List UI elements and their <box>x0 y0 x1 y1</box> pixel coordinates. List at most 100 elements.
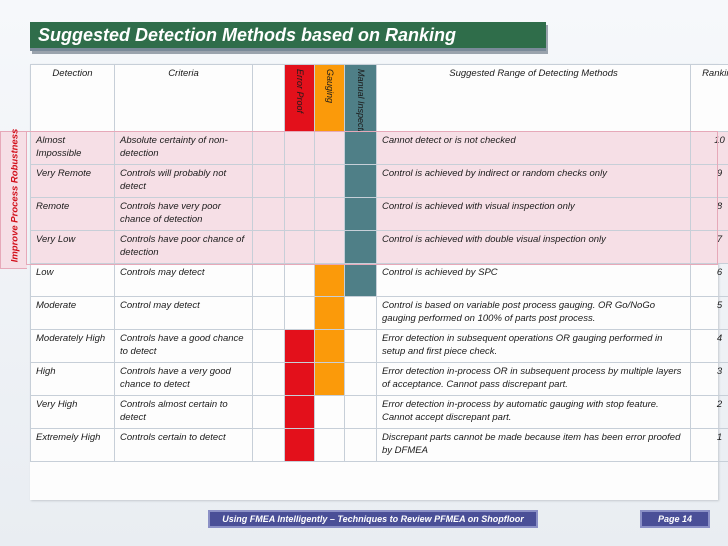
table-row: High Controls have a very good chance to … <box>30 362 728 396</box>
cell-spacer <box>252 395 285 429</box>
cell-detection: Moderate <box>30 296 115 330</box>
cell-gauging <box>314 296 345 330</box>
header-gauging-label: Gauging <box>325 69 335 104</box>
cell-error-proof <box>284 230 315 264</box>
cell-method: Control is achieved by SPC <box>376 263 691 297</box>
cell-error-proof <box>284 164 315 198</box>
cell-gauging <box>314 329 345 363</box>
header-manual-inspection-label: Manual Inspection <box>356 69 366 132</box>
cell-ranking: 10 <box>690 131 728 165</box>
cell-error-proof <box>284 395 315 429</box>
header-ranking: Ranking <box>690 64 728 132</box>
table-row: Almost Impossible Absolute certainty of n… <box>30 131 728 165</box>
cell-spacer <box>252 263 285 297</box>
cell-spacer <box>252 164 285 198</box>
cell-method: Control is achieved with double visual i… <box>376 230 691 264</box>
cell-gauging <box>314 362 345 396</box>
header-criteria: Criteria <box>114 64 253 132</box>
cell-manual-inspection <box>344 164 377 198</box>
header-detection: Detection <box>30 64 115 132</box>
cell-method: Control is based on variable post proces… <box>376 296 691 330</box>
cell-ranking: 2 <box>690 395 728 429</box>
cell-gauging <box>314 164 345 198</box>
cell-spacer <box>252 296 285 330</box>
cell-spacer <box>252 197 285 231</box>
cell-detection: Moderately High <box>30 329 115 363</box>
side-highlight-box <box>0 131 27 269</box>
header-range: Suggested Range of Detecting Methods <box>376 64 691 132</box>
cell-criteria: Controls will probably not detect <box>114 164 253 198</box>
detection-table: Detection Criteria Error Proof Gauging M… <box>30 64 728 462</box>
cell-ranking: 9 <box>690 164 728 198</box>
cell-gauging <box>314 131 345 165</box>
header-spacer <box>252 64 285 132</box>
table-row: Very Low Controls have poor chance of det… <box>30 230 728 264</box>
cell-criteria: Controls certain to detect <box>114 428 253 462</box>
table-row: Moderate Control may detect Control is bas… <box>30 296 728 330</box>
cell-method: Control is achieved with visual inspecti… <box>376 197 691 231</box>
cell-detection: Remote <box>30 197 115 231</box>
cell-detection: High <box>30 362 115 396</box>
table-row: Very Remote Controls will probably not de… <box>30 164 728 198</box>
cell-method: Error detection in subsequent operations… <box>376 329 691 363</box>
slide-title: Suggested Detection Methods based on Ran… <box>38 25 457 45</box>
cell-gauging <box>314 197 345 231</box>
table-header-row: Detection Criteria Error Proof Gauging M… <box>30 64 728 132</box>
cell-detection: Extremely High <box>30 428 115 462</box>
cell-manual-inspection <box>344 197 377 231</box>
cell-ranking: 6 <box>690 263 728 297</box>
cell-error-proof <box>284 263 315 297</box>
cell-criteria: Controls may detect <box>114 263 253 297</box>
cell-ranking: 1 <box>690 428 728 462</box>
detection-table-container: Detection Criteria Error Proof Gauging M… <box>30 64 728 500</box>
cell-criteria: Absolute certainty of non-detection <box>114 131 253 165</box>
cell-method: Error detection in-process by automatic … <box>376 395 691 429</box>
cell-manual-inspection <box>344 395 377 429</box>
cell-ranking: 7 <box>690 230 728 264</box>
cell-error-proof <box>284 428 315 462</box>
cell-method: Control is achieved by indirect or rando… <box>376 164 691 198</box>
footer-banner: Using FMEA Intelligently – Techniques to… <box>208 510 538 528</box>
cell-method: Discrepant parts cannot be made because … <box>376 428 691 462</box>
cell-criteria: Control may detect <box>114 296 253 330</box>
cell-error-proof <box>284 362 315 396</box>
cell-manual-inspection <box>344 230 377 264</box>
cell-detection: Very Remote <box>30 164 115 198</box>
cell-criteria: Controls have a good chance to detect <box>114 329 253 363</box>
side-label: Improve Process Robustness <box>9 128 21 263</box>
cell-manual-inspection <box>344 296 377 330</box>
header-gauging: Gauging <box>314 64 345 132</box>
cell-gauging <box>314 263 345 297</box>
cell-ranking: 5 <box>690 296 728 330</box>
cell-spacer <box>252 362 285 396</box>
cell-ranking: 3 <box>690 362 728 396</box>
table-row: Very High Controls almost certain to dete… <box>30 395 728 429</box>
cell-spacer <box>252 131 285 165</box>
cell-criteria: Controls have very poor chance of detect… <box>114 197 253 231</box>
header-error-proof: Error Proof <box>284 64 315 132</box>
cell-error-proof <box>284 131 315 165</box>
page-number: Page 14 <box>640 510 710 528</box>
cell-spacer <box>252 428 285 462</box>
cell-gauging <box>314 395 345 429</box>
cell-detection: Almost Impossible <box>30 131 115 165</box>
cell-error-proof <box>284 197 315 231</box>
cell-error-proof <box>284 296 315 330</box>
cell-manual-inspection <box>344 329 377 363</box>
cell-gauging <box>314 230 345 264</box>
cell-criteria: Controls almost certain to detect <box>114 395 253 429</box>
cell-detection: Very Low <box>30 230 115 264</box>
cell-criteria: Controls have a very good chance to dete… <box>114 362 253 396</box>
header-manual-inspection: Manual Inspection <box>344 64 377 132</box>
title-bar: Suggested Detection Methods based on Ran… <box>30 22 546 51</box>
table-body: Almost Impossible Absolute certainty of n… <box>30 131 728 462</box>
table-row: Extremely High Controls certain to detect… <box>30 428 728 462</box>
cell-gauging <box>314 428 345 462</box>
cell-manual-inspection <box>344 428 377 462</box>
cell-manual-inspection <box>344 131 377 165</box>
cell-detection: Low <box>30 263 115 297</box>
cell-error-proof <box>284 329 315 363</box>
cell-ranking: 8 <box>690 197 728 231</box>
cell-ranking: 4 <box>690 329 728 363</box>
cell-detection: Very High <box>30 395 115 429</box>
